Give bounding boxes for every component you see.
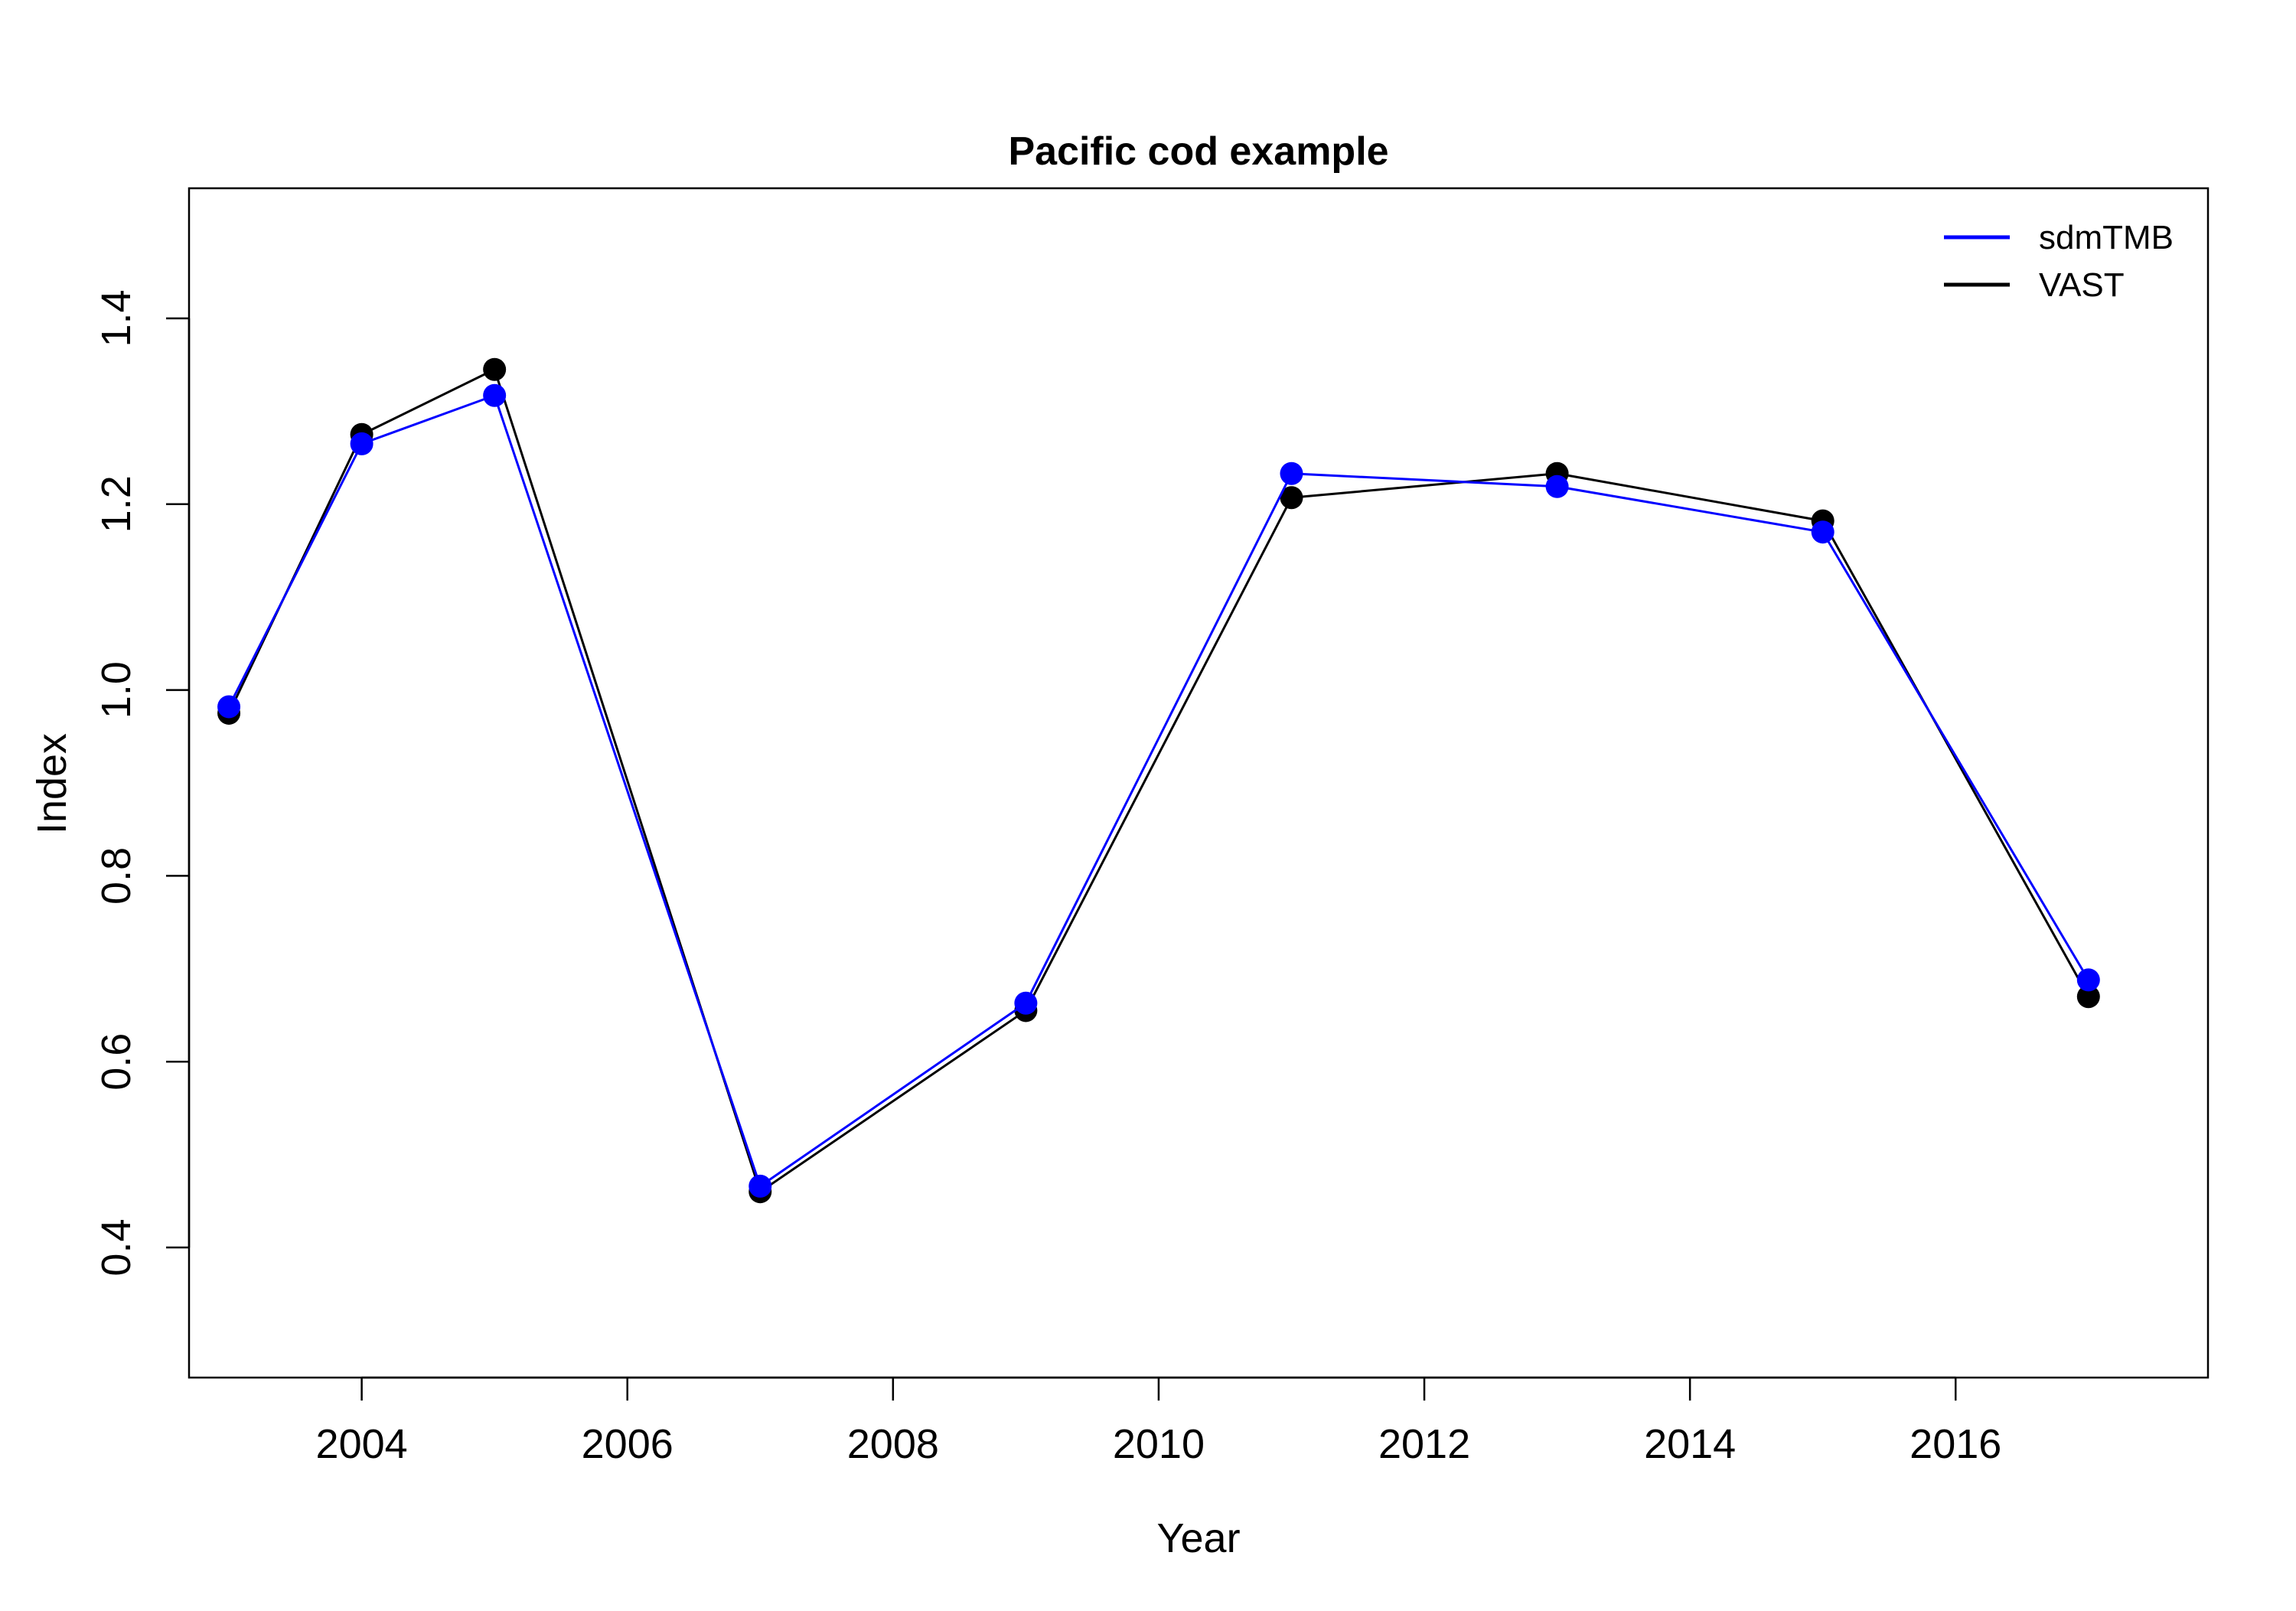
- x-tick-label: 2016: [1910, 1421, 2001, 1467]
- y-tick-label: 0.6: [93, 1033, 139, 1091]
- x-tick-label: 2008: [847, 1421, 939, 1467]
- series-vast: [217, 357, 2100, 1204]
- data-point-sdmtmb: [2076, 968, 2100, 992]
- y-tick-label: 1.0: [93, 661, 139, 719]
- data-point-sdmtmb: [1811, 520, 1835, 544]
- y-tick-label: 1.2: [93, 475, 139, 533]
- data-point-sdmtmb: [748, 1174, 772, 1198]
- x-tick-label: 2012: [1378, 1421, 1470, 1467]
- y-axis-title: Index: [29, 733, 75, 834]
- x-axis: 2004 2006 2008 2010 2012 2014 2016: [316, 1376, 2001, 1467]
- data-point-sdmtmb: [217, 695, 241, 719]
- data-point-sdmtmb: [1280, 461, 1303, 485]
- x-tick-label: 2010: [1113, 1421, 1205, 1467]
- series-line-sdmtmb: [227, 394, 2090, 1188]
- chart-title: Pacific cod example: [1008, 129, 1388, 174]
- x-axis-title: Year: [1156, 1515, 1240, 1561]
- legend-label-vast: VAST: [2039, 266, 2125, 304]
- y-tick-label: 0.4: [93, 1218, 139, 1276]
- x-tick-label: 2004: [316, 1421, 408, 1467]
- y-axis: 0.4 0.6 0.8 1.0 1.2 1.4: [93, 289, 191, 1277]
- series-layer: [217, 357, 2100, 1204]
- data-point-vast: [2076, 985, 2100, 1009]
- series-sdmtmb: [217, 383, 2100, 1198]
- legend: sdmTMB VAST: [1944, 219, 2174, 304]
- data-point-sdmtmb: [1014, 991, 1038, 1015]
- legend-label-sdmtmb: sdmTMB: [2039, 219, 2174, 256]
- data-point-vast: [483, 357, 507, 381]
- y-tick-label: 1.4: [93, 289, 139, 347]
- data-point-vast: [1280, 486, 1303, 510]
- data-point-sdmtmb: [350, 432, 373, 455]
- x-tick-label: 2014: [1644, 1421, 1736, 1467]
- x-tick-label: 2006: [582, 1421, 673, 1467]
- series-line-vast: [227, 368, 2090, 1193]
- y-tick-label: 0.8: [93, 847, 139, 905]
- data-point-sdmtmb: [1545, 474, 1569, 498]
- data-point-sdmtmb: [483, 383, 507, 407]
